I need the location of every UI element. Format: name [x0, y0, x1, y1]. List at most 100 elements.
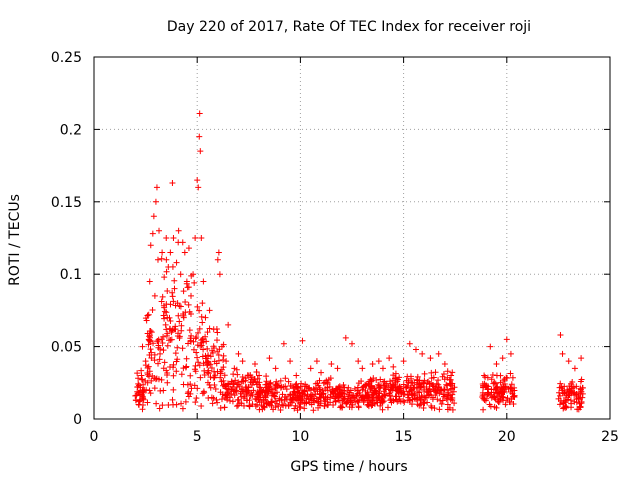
data-point [378, 394, 385, 401]
data-point [221, 404, 228, 411]
data-point [411, 379, 418, 386]
data-point [316, 391, 323, 398]
data-point [211, 344, 218, 351]
data-point [173, 358, 180, 365]
data-point [170, 298, 177, 305]
data-point [194, 354, 201, 361]
data-point [369, 396, 376, 403]
data-point [505, 385, 512, 392]
data-point [190, 338, 197, 345]
data-point [440, 371, 447, 378]
data-point [209, 400, 216, 407]
data-point [246, 402, 253, 409]
data-point [351, 385, 358, 392]
x-tick-label: 15 [395, 429, 413, 445]
data-point [138, 372, 145, 379]
data-point [424, 379, 431, 386]
data-point [321, 397, 328, 404]
data-point [161, 308, 168, 315]
data-point [444, 382, 451, 389]
data-point [326, 383, 333, 390]
data-point [263, 378, 270, 385]
data-point [233, 388, 240, 395]
data-point [197, 342, 204, 349]
data-point [435, 377, 442, 384]
data-point [147, 346, 154, 353]
data-point [264, 387, 271, 394]
data-point [209, 349, 216, 356]
data-point [180, 288, 187, 295]
data-point [179, 239, 186, 246]
data-point [210, 326, 217, 333]
data-point [359, 365, 366, 372]
data-point [148, 329, 155, 336]
data-point [142, 358, 149, 365]
data-point [451, 400, 458, 407]
data-point [170, 386, 177, 393]
data-point [303, 395, 310, 402]
data-point [177, 303, 184, 310]
data-point [499, 393, 506, 400]
data-point [428, 392, 435, 399]
data-point [416, 402, 423, 409]
data-point [292, 402, 299, 409]
x-tick-label: 20 [498, 429, 516, 445]
data-point [564, 386, 571, 393]
data-point [347, 387, 354, 394]
y-tick-label: 0.25 [51, 50, 82, 66]
data-point [335, 391, 342, 398]
data-point [507, 350, 514, 357]
data-point [399, 389, 406, 396]
data-point [194, 177, 201, 184]
data-point [180, 365, 187, 372]
data-point [252, 403, 259, 410]
data-point [319, 387, 326, 394]
data-point [168, 329, 175, 336]
data-point [182, 309, 189, 316]
data-point [143, 386, 150, 393]
data-point [196, 362, 203, 369]
data-point [386, 355, 393, 362]
data-point [317, 386, 324, 393]
data-point [480, 406, 487, 413]
data-point [432, 369, 439, 376]
data-point [207, 353, 214, 360]
data-point [435, 350, 442, 357]
data-point [260, 403, 267, 410]
data-point [313, 358, 320, 365]
data-point [268, 402, 275, 409]
data-point [199, 300, 206, 307]
data-point [381, 391, 388, 398]
data-point [186, 327, 193, 334]
data-point [449, 380, 456, 387]
data-point [146, 387, 153, 394]
data-point [202, 314, 209, 321]
data-point [316, 377, 323, 384]
data-point [146, 352, 153, 359]
data-point [390, 363, 397, 370]
data-point [577, 390, 584, 397]
data-point [169, 293, 176, 300]
data-point [206, 307, 213, 314]
data-point [207, 384, 214, 391]
data-point [182, 364, 189, 371]
data-point [228, 391, 235, 398]
data-point [324, 396, 331, 403]
data-point [449, 406, 456, 413]
data-point [488, 376, 495, 383]
data-point [307, 365, 314, 372]
data-point [345, 391, 352, 398]
data-point [197, 374, 204, 381]
data-point [196, 325, 203, 332]
data-point [154, 338, 161, 345]
data-point [406, 340, 413, 347]
data-point [239, 378, 246, 385]
data-point [158, 298, 165, 305]
data-point [151, 385, 158, 392]
data-point [344, 395, 351, 402]
data-point [429, 382, 436, 389]
data-point [251, 360, 258, 367]
data-point [144, 330, 151, 337]
data-point [401, 399, 408, 406]
data-point [204, 345, 211, 352]
